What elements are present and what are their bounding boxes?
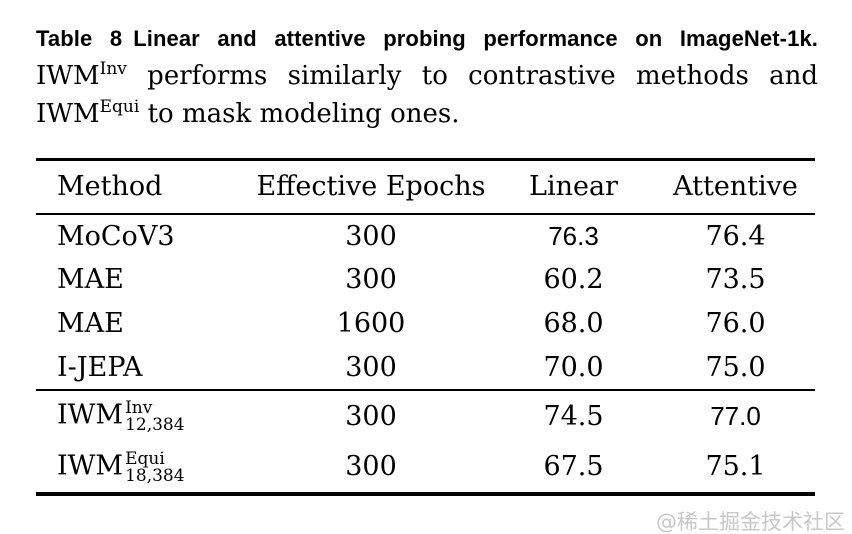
- method-supsub: Equi 18,384: [125, 448, 185, 486]
- table-row: IWM Inv 12,384 300 74.5 77.0: [36, 390, 815, 442]
- watermark: @稀土掘金技术社区: [656, 510, 845, 534]
- cell-epochs: 1600: [336, 308, 406, 339]
- caption-label: Table 8: [36, 26, 123, 51]
- baseline-methods-group: MoCoV3 300 76.3 76.4 MAE 300 60.2 73.5 M…: [36, 214, 815, 390]
- table-row: I-JEPA 300 70.0 75.0: [36, 346, 815, 390]
- caption-superscript-inv: Inv: [99, 59, 127, 79]
- method-name: MAE: [57, 308, 124, 339]
- results-table: Method Effective Epochs Linear Attentive…: [36, 158, 815, 496]
- cell-method: MAE: [36, 258, 251, 302]
- caption-description: IWMInv performs similarly to contrastive…: [36, 59, 818, 130]
- caption-title: Linear and attentive probing performance…: [133, 26, 818, 51]
- cell-epochs: 300: [345, 220, 397, 252]
- cell-attentive: 75.0: [705, 351, 766, 383]
- method-supsub: Inv 12,384: [125, 400, 184, 434]
- caption-text-3: IWM: [36, 99, 100, 129]
- cell-linear: 68.0: [543, 308, 604, 339]
- table-caption: Table 8 Linear and attentive probing perf…: [36, 22, 818, 135]
- cell-method: MAE: [36, 302, 251, 346]
- table-row: MoCoV3 300 76.3 76.4: [36, 214, 815, 258]
- cell-attentive: 73.5: [705, 264, 766, 295]
- header-row: Method Effective Epochs Linear Attentive: [36, 160, 815, 214]
- caption-text-2: performs similarly to contrastive method…: [126, 61, 818, 91]
- table-row: MAE 300 60.2 73.5: [36, 258, 815, 302]
- cell-epochs: 300: [345, 351, 397, 383]
- cell-method: IWM Equi 18,384: [36, 442, 251, 494]
- cell-linear: 70.0: [543, 351, 604, 383]
- cell-linear: 74.5: [543, 400, 604, 432]
- cell-epochs: 300: [345, 264, 397, 295]
- method-name: IWM: [57, 399, 124, 431]
- cell-linear: 60.2: [543, 264, 604, 295]
- table-row: IWM Equi 18,384 300 67.5 75.1: [36, 442, 815, 494]
- cell-method: IWM Inv 12,384: [36, 390, 251, 442]
- cell-attentive: 76.0: [705, 308, 766, 339]
- cell-epochs: 300: [345, 451, 397, 482]
- col-header-epochs: Effective Epochs: [256, 171, 486, 203]
- table-row: MAE 1600 68.0 76.0: [36, 302, 815, 346]
- cell-method: MoCoV3: [36, 214, 251, 258]
- col-header-linear: Linear: [529, 171, 618, 203]
- method-name: MAE: [57, 264, 124, 295]
- method-superscript: Equi: [125, 448, 165, 469]
- cell-attentive: 76.4: [705, 220, 766, 252]
- caption-superscript-equi: Equi: [99, 97, 140, 117]
- col-header-attentive: Attentive: [673, 171, 798, 203]
- method-subscript: 18,384: [125, 465, 185, 486]
- cell-attentive: 77.0: [710, 400, 761, 431]
- cell-epochs: 300: [345, 400, 397, 432]
- method-subscript: 12,384: [125, 415, 185, 435]
- cell-linear: 67.5: [543, 451, 604, 482]
- method-name: MoCoV3: [57, 220, 175, 252]
- caption-text-1: IWM: [36, 61, 100, 91]
- cell-linear: 76.3: [548, 220, 599, 251]
- col-header-method: Method: [57, 171, 163, 203]
- method-name: I-JEPA: [57, 351, 143, 383]
- caption-text-4: to mask modeling ones.: [139, 99, 460, 129]
- method-name: IWM: [57, 450, 124, 481]
- method-superscript: Inv: [125, 398, 153, 418]
- iwm-methods-group: IWM Inv 12,384 300 74.5 77.0 IWM Equi 18,384…: [36, 389, 815, 494]
- cell-attentive: 75.1: [705, 451, 766, 482]
- cell-method: I-JEPA: [36, 346, 251, 390]
